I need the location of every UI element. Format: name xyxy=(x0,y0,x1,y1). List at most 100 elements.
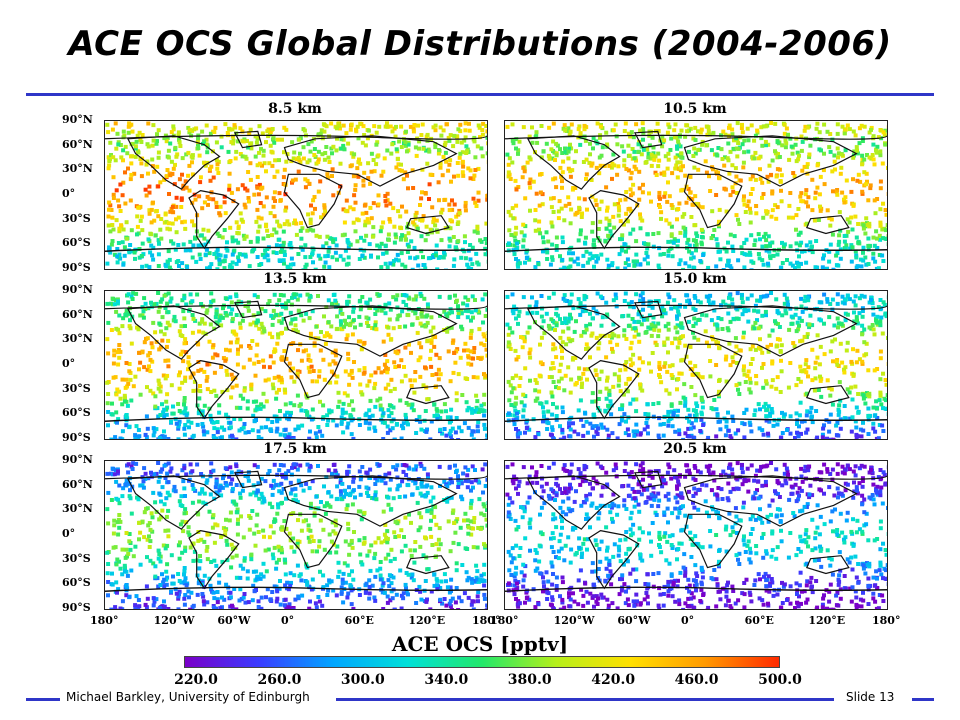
title-divider xyxy=(26,93,934,96)
longitude-tick-label: 120°W xyxy=(153,614,195,627)
latitude-tick-label: 30°N xyxy=(62,162,93,176)
arctic-coastline xyxy=(105,474,487,480)
coastline xyxy=(283,135,458,187)
coastline xyxy=(188,359,240,420)
coastline xyxy=(188,529,240,590)
longitude-tick-label: 180° xyxy=(90,614,119,627)
panel-title: 17.5 km xyxy=(263,441,327,457)
latitude-tick-label: 60°N xyxy=(62,137,93,151)
longitude-tick-label: 120°E xyxy=(408,614,446,627)
arctic-coastline xyxy=(505,474,887,480)
map-scatter xyxy=(105,461,487,609)
coastline xyxy=(588,529,640,590)
longitude-tick-label: 120°E xyxy=(808,614,846,627)
coastline xyxy=(588,359,640,420)
coastline xyxy=(526,475,621,530)
ocs-distribution-map xyxy=(104,460,488,610)
coastline xyxy=(126,475,221,530)
latitude-tick-label: 30°N xyxy=(62,502,93,516)
longitude-tick-label: 60°W xyxy=(217,614,251,627)
footer-divider-right xyxy=(912,698,934,701)
longitude-tick-label: 180° xyxy=(872,614,901,627)
ocs-distribution-map xyxy=(504,290,888,440)
panel-title: 10.5 km xyxy=(663,101,727,117)
coastline xyxy=(633,470,663,489)
coastline xyxy=(233,130,263,149)
map-scatter xyxy=(505,291,887,439)
coastline xyxy=(283,343,343,399)
panel-title: 8.5 km xyxy=(268,101,322,117)
coastline xyxy=(283,305,458,357)
coastline xyxy=(683,343,743,399)
antarctic-coastline xyxy=(505,416,887,422)
arctic-coastline xyxy=(505,304,887,310)
latitude-tick-label: 60°N xyxy=(62,307,93,321)
latitude-tick-label: 0° xyxy=(62,527,76,540)
colorbar-tick-label: 500.0 xyxy=(758,672,802,688)
latitude-tick-label: 60°N xyxy=(62,477,93,491)
coastline xyxy=(683,305,858,357)
map-scatter xyxy=(505,461,887,609)
ocs-distribution-map xyxy=(504,120,888,270)
coastline xyxy=(405,215,450,235)
antarctic-coastline xyxy=(105,416,487,422)
longitude-tick-label: 0° xyxy=(281,614,295,627)
longitude-tick-label: 120°W xyxy=(553,614,595,627)
latitude-tick-label: 90°N xyxy=(62,283,93,296)
latitude-tick-label: 0° xyxy=(62,187,76,200)
map-scatter xyxy=(105,291,487,439)
latitude-tick-label: 90°N xyxy=(62,113,93,126)
longitude-tick-label: 60°E xyxy=(744,614,774,627)
panel-title: 15.0 km xyxy=(663,271,727,287)
coastline xyxy=(126,135,221,190)
ocs-distribution-map xyxy=(504,460,888,610)
longitude-tick-label: 60°W xyxy=(617,614,651,627)
coastline xyxy=(805,385,850,405)
map-scatter xyxy=(505,121,887,269)
coastline xyxy=(683,173,743,229)
antarctic-coastline xyxy=(505,586,887,592)
coastline xyxy=(126,305,221,360)
coastline xyxy=(233,300,263,319)
coastline xyxy=(405,385,450,405)
colorbar-title: ACE OCS [pptv] xyxy=(391,632,569,656)
colorbar-tick-label: 300.0 xyxy=(340,672,385,688)
longitude-tick-label: 180° xyxy=(490,614,519,627)
coastline xyxy=(405,555,450,575)
colorbar-tick-label: 220.0 xyxy=(174,672,218,688)
arctic-coastline xyxy=(505,134,887,140)
footer-divider xyxy=(336,698,834,701)
colorbar-tick-label: 260.0 xyxy=(257,672,302,688)
coastline xyxy=(526,305,621,360)
arctic-coastline xyxy=(105,304,487,310)
coastline xyxy=(283,475,458,527)
coastline xyxy=(633,300,663,319)
coastline xyxy=(233,470,263,489)
footer-slide-number: Slide 13 xyxy=(846,690,895,704)
colorbar-tick-label: 380.0 xyxy=(507,672,552,688)
coastline xyxy=(683,475,858,527)
latitude-tick-label: 30°S xyxy=(62,211,91,225)
latitude-tick-label: 30°N xyxy=(62,332,93,346)
coastline xyxy=(805,215,850,235)
colorbar-tick-label: 340.0 xyxy=(424,672,469,688)
ocs-map-figure: 8.5 km 90°N 60°N 30°N 0° 30°S 60°S 90°S 10.5 km 1… xyxy=(60,98,920,698)
panel-title: 13.5 km xyxy=(263,271,327,287)
colorbar-tick-label: 420.0 xyxy=(591,672,636,688)
colorbar xyxy=(184,656,780,668)
coastline xyxy=(188,189,240,250)
antarctic-coastline xyxy=(105,586,487,592)
footer-divider-left xyxy=(26,698,60,701)
slide-title: ACE OCS Global Distributions (2004-2006) xyxy=(68,24,892,64)
arctic-coastline xyxy=(105,134,487,140)
map-scatter xyxy=(105,121,487,269)
panel-title: 20.5 km xyxy=(663,441,727,457)
latitude-tick-label: 60°S xyxy=(62,236,91,250)
latitude-tick-label: 30°S xyxy=(62,381,91,395)
latitude-tick-label: 90°N xyxy=(62,453,93,466)
longitude-tick-label: 0° xyxy=(681,614,695,627)
longitude-tick-label: 180° xyxy=(472,614,501,627)
coastline xyxy=(283,513,343,569)
latitude-tick-label: 60°S xyxy=(62,406,91,420)
longitude-tick-label: 60°E xyxy=(344,614,374,627)
